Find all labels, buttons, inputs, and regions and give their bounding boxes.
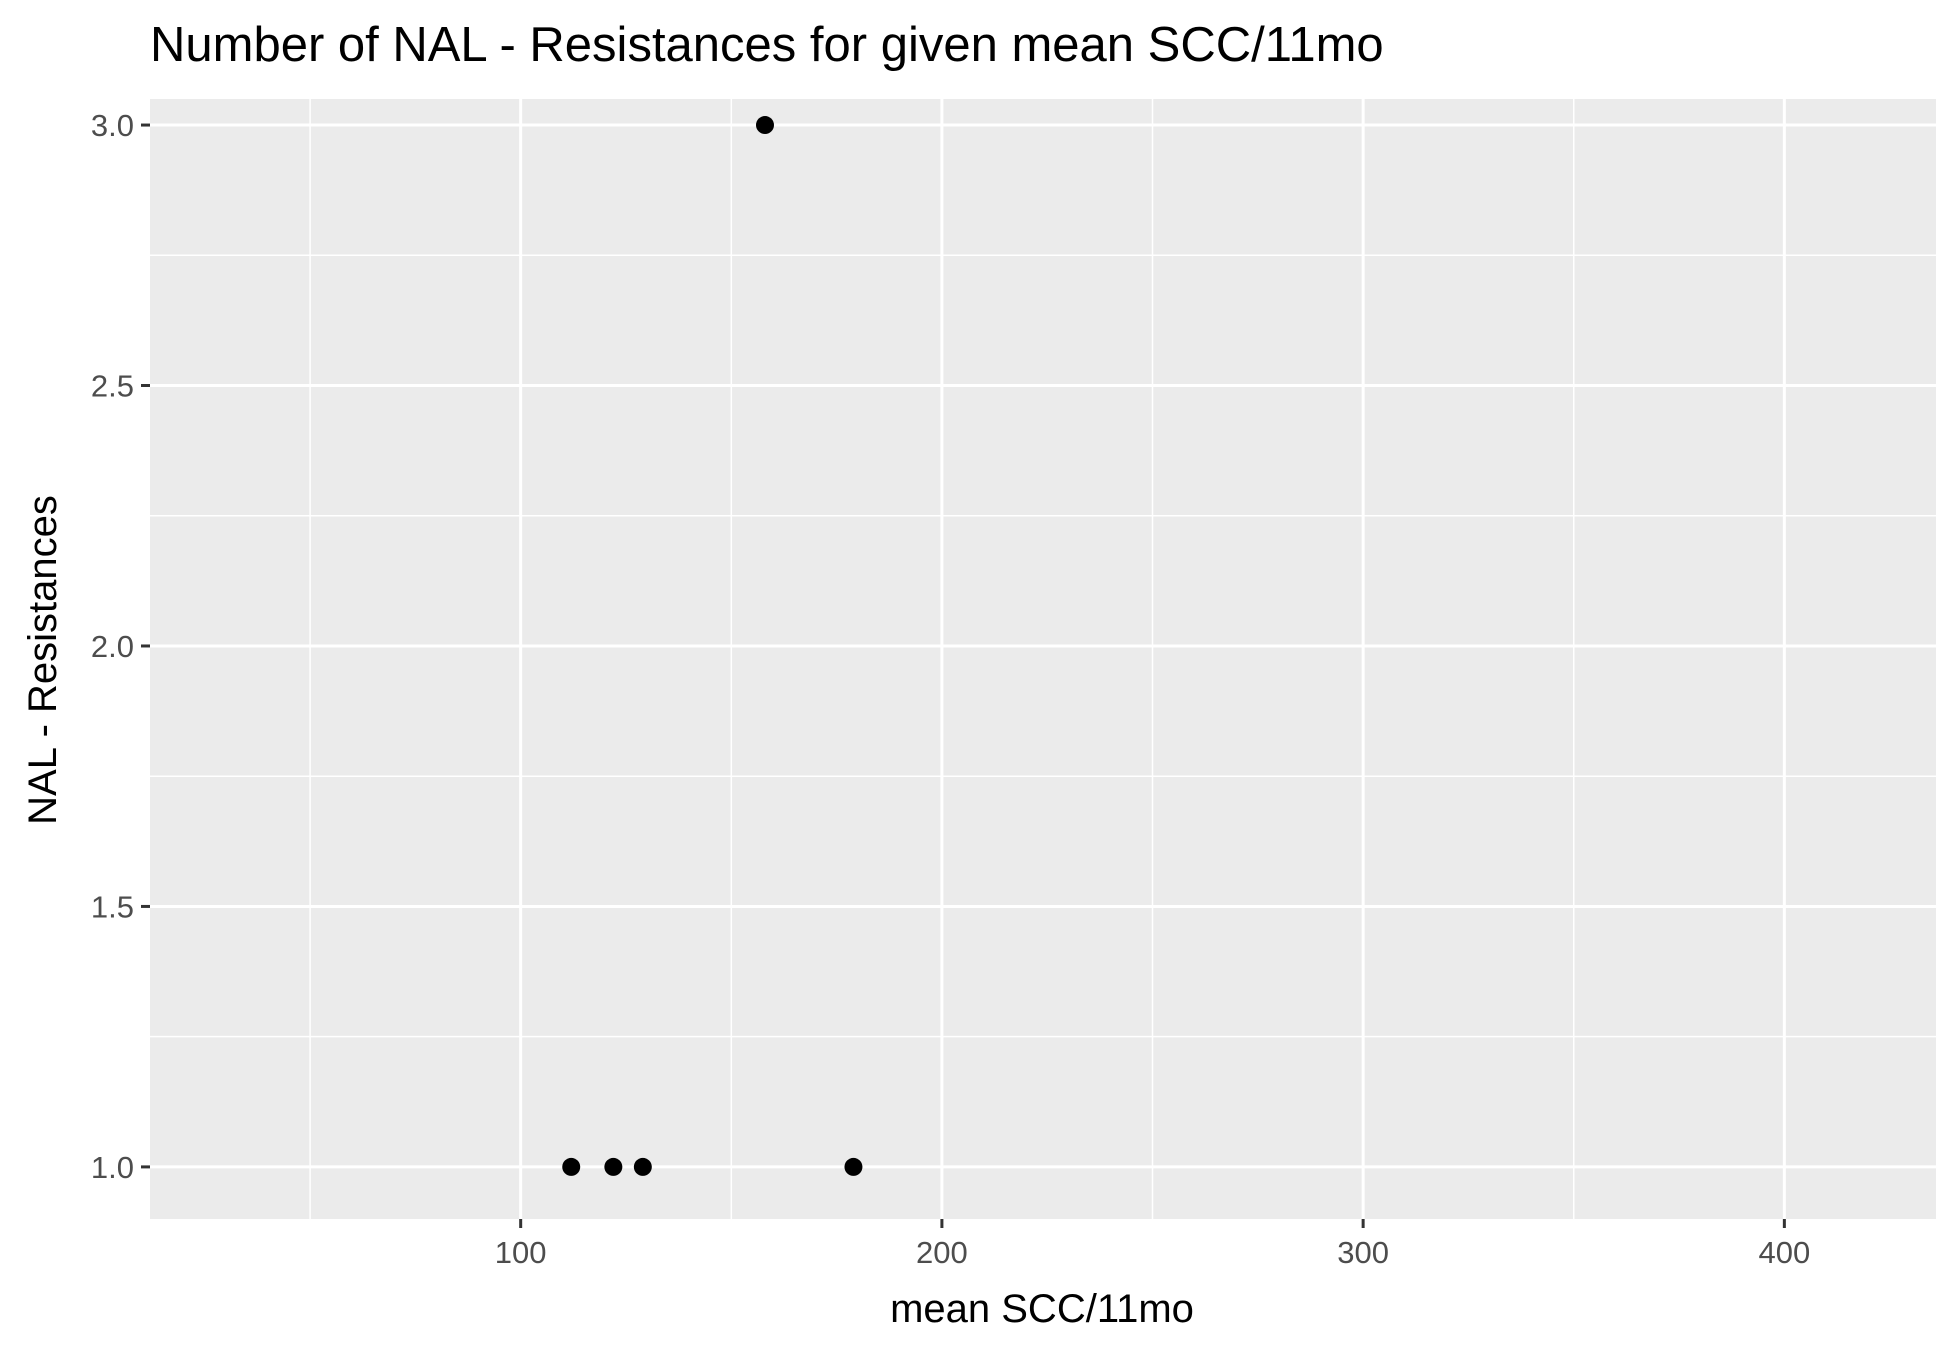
data-point (604, 1157, 623, 1176)
x-axis-title: mean SCC/11mo (890, 1287, 1194, 1331)
y-tick-label: 2.5 (91, 369, 134, 404)
y-axis-title: NAL - Resistances (21, 495, 65, 825)
data-points (562, 116, 863, 1176)
x-tick-label: 400 (1758, 1235, 1810, 1270)
y-tick-label: 1.5 (91, 889, 134, 924)
x-tick-label: 200 (916, 1235, 968, 1270)
plot-panel (150, 99, 1936, 1219)
data-point (844, 1157, 863, 1176)
x-tick-label: 300 (1337, 1235, 1389, 1270)
data-point (633, 1157, 652, 1176)
y-axis: 1.0 1.5 2.0 2.5 3.0 (91, 108, 150, 1185)
y-tick-label: 2.0 (91, 629, 134, 664)
chart-title: Number of NAL - Resistances for given me… (150, 18, 1384, 72)
data-point (755, 116, 774, 135)
minor-gridlines (150, 99, 1936, 1219)
data-point (562, 1157, 581, 1176)
y-tick-label: 1.0 (91, 1150, 134, 1185)
x-axis: 100 200 300 400 (495, 1219, 1810, 1270)
y-tick-label: 3.0 (91, 108, 134, 143)
major-gridlines (150, 99, 1936, 1219)
x-tick-label: 100 (495, 1235, 547, 1270)
